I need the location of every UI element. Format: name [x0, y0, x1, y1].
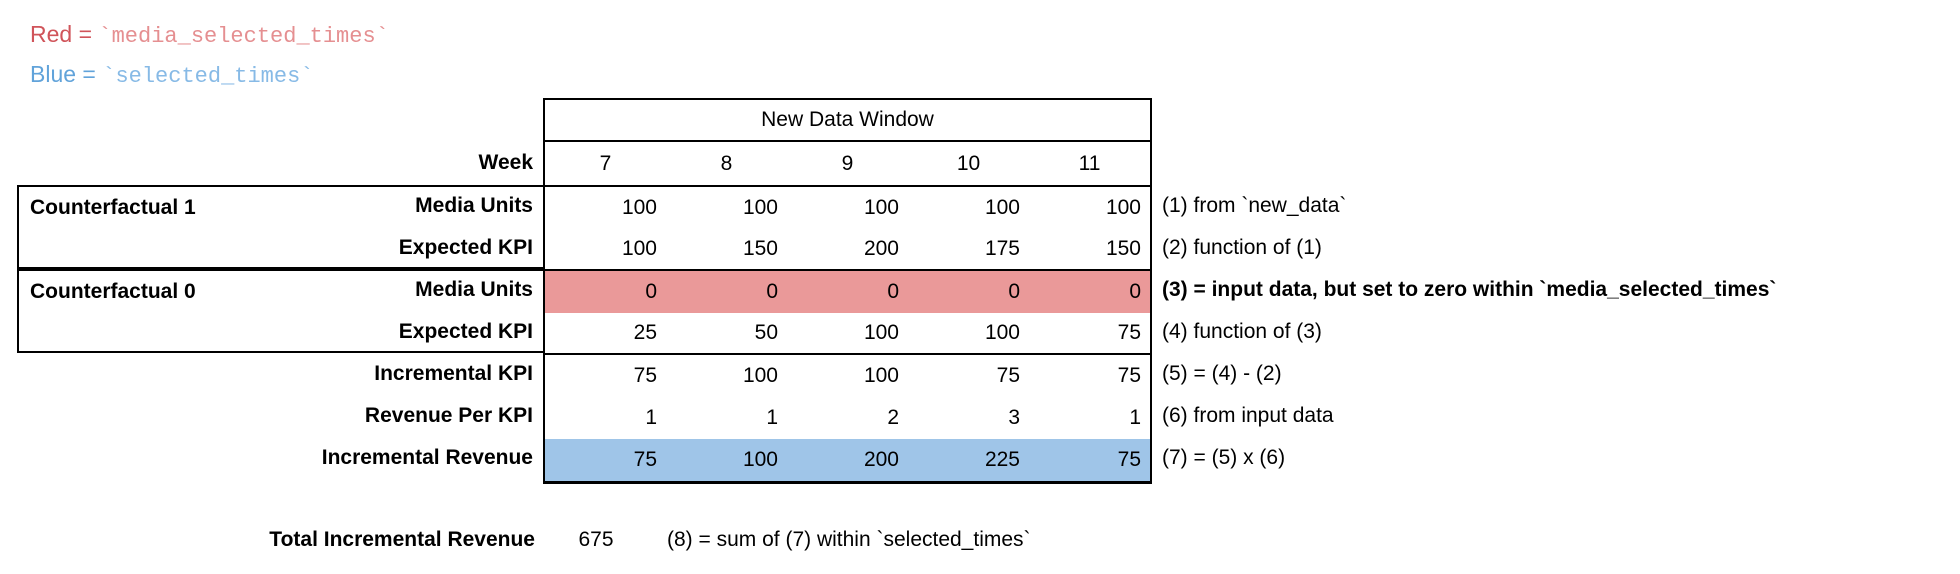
row-label-incremental-kpi: Incremental KPI	[374, 362, 533, 385]
group-box-counterfactual-0: Counterfactual 0	[17, 269, 545, 353]
value-cell: 225	[984, 448, 1020, 471]
row-label-incremental-revenue: Incremental Revenue	[321, 446, 533, 469]
value-cell: 75	[1117, 364, 1141, 387]
legend-red-line: Red = `media_selected_times`	[30, 14, 389, 54]
annotation-step-8: (8) = sum of (7) within `selected_times`	[667, 528, 1031, 551]
value-cell: 100	[863, 364, 899, 387]
annotation-step-5: (5) = (4) - (2)	[1162, 362, 1282, 385]
table-row-revenue-per-kpi: 1 1 2 3 1	[545, 397, 1150, 439]
value-cell: 200	[863, 448, 899, 471]
row-label-media-units-cf0: Media Units	[415, 278, 533, 301]
week-row-label: Week	[478, 151, 533, 174]
week-cell: 11	[1078, 152, 1101, 175]
week-cell: 9	[841, 152, 854, 175]
value-cell: 1	[766, 406, 778, 429]
row-label-expected-kpi-cf1: Expected KPI	[398, 236, 533, 259]
table-row-expected-kpi-cf1: 100 150 200 175 150	[545, 229, 1150, 271]
value-cell: 0	[766, 280, 778, 303]
table-row-expected-kpi-cf0: 25 50 100 100 75	[545, 313, 1150, 355]
value-cell: 100	[621, 196, 657, 219]
value-cell: 100	[984, 321, 1020, 344]
group-label-counterfactual-1: Counterfactual 1	[30, 196, 196, 219]
value-cell: 3	[1008, 406, 1020, 429]
group-box-counterfactual-1: Counterfactual 1	[17, 185, 545, 269]
table-row-incremental-kpi: 75 100 100 75 75	[545, 355, 1150, 397]
annotation-step-1: (1) from `new_data`	[1162, 194, 1347, 217]
value-cell: 25	[633, 321, 657, 344]
value-cell: 0	[1129, 280, 1141, 303]
annotation-step-6: (6) from input data	[1162, 404, 1334, 427]
value-cell: 150	[1105, 237, 1141, 260]
value-cell: 100	[1105, 196, 1141, 219]
week-cell: 7	[599, 152, 612, 175]
value-cell: 75	[633, 448, 657, 471]
total-value: 675	[578, 528, 614, 551]
data-table: New Data Window 7 8 9 10 11 100 100 100 …	[543, 98, 1152, 484]
annotation-step-3: (3) = input data, but set to zero within…	[1162, 278, 1777, 301]
value-cell: 100	[863, 321, 899, 344]
table-row-media-units-cf0-highlighted-red: 0 0 0 0 0	[545, 271, 1150, 313]
annotation-step-2: (2) function of (1)	[1162, 236, 1322, 259]
value-cell: 1	[1129, 406, 1141, 429]
annotation-step-7: (7) = (5) x (6)	[1162, 446, 1286, 469]
total-incremental-revenue-line: Total Incremental Revenue 675 (8) = sum …	[0, 519, 1031, 561]
value-cell: 50	[754, 321, 778, 344]
value-cell: 75	[996, 364, 1020, 387]
legend-blue-label: Blue =	[30, 61, 103, 87]
value-cell: 100	[742, 196, 778, 219]
week-cell: 10	[956, 152, 981, 175]
table-row-media-units-cf1: 100 100 100 100 100	[545, 187, 1150, 229]
group-label-counterfactual-0: Counterfactual 0	[30, 280, 196, 303]
legend-blue-line: Blue = `selected_times`	[30, 54, 389, 94]
value-cell: 100	[621, 237, 657, 260]
value-cell: 0	[645, 280, 657, 303]
value-cell: 75	[1117, 321, 1141, 344]
legend-blue-code: `selected_times`	[102, 64, 314, 89]
row-label-revenue-per-kpi: Revenue Per KPI	[364, 404, 533, 427]
value-cell: 75	[633, 364, 657, 387]
new-data-window-header: New Data Window	[545, 100, 1150, 142]
table-row-incremental-revenue-highlighted-blue: 75 100 200 225 75	[545, 439, 1150, 481]
value-cell: 2	[887, 406, 899, 429]
week-cell: 8	[720, 152, 733, 175]
legend-red-label: Red =	[30, 21, 99, 47]
value-cell: 200	[863, 237, 899, 260]
row-label-expected-kpi-cf0: Expected KPI	[398, 320, 533, 343]
value-cell: 100	[984, 196, 1020, 219]
week-header-row: 7 8 9 10 11	[545, 142, 1150, 187]
value-cell: 100	[863, 196, 899, 219]
value-cell: 75	[1117, 448, 1141, 471]
value-cell: 150	[742, 237, 778, 260]
total-label: Total Incremental Revenue	[269, 528, 535, 551]
value-cell: 100	[742, 448, 778, 471]
value-cell: 100	[742, 364, 778, 387]
legend-red-code: `media_selected_times`	[98, 24, 389, 49]
value-cell: 0	[1008, 280, 1020, 303]
value-cell: 1	[645, 406, 657, 429]
annotation-step-4: (4) function of (3)	[1162, 320, 1322, 343]
row-label-media-units-cf1: Media Units	[415, 194, 533, 217]
value-cell: 175	[984, 237, 1020, 260]
value-cell: 0	[887, 280, 899, 303]
legend: Red = `media_selected_times` Blue = `sel…	[30, 14, 389, 94]
